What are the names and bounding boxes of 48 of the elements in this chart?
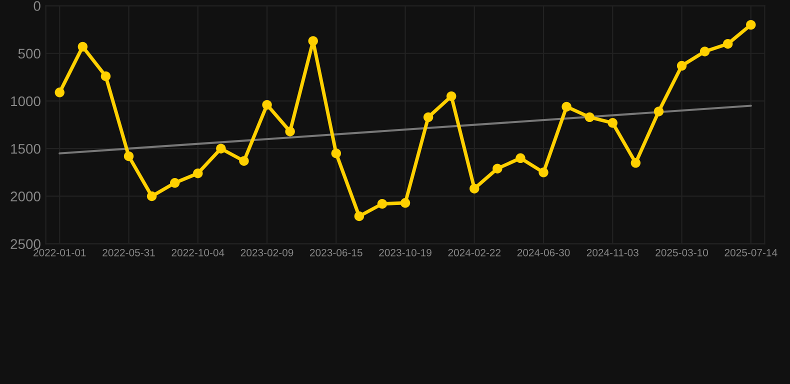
- x-tick-label: 2023-06-15: [310, 248, 362, 256]
- point: [54, 88, 65, 98]
- point: [584, 112, 594, 122]
- point: [331, 148, 342, 158]
- point: [285, 126, 295, 136]
- y-tick-label: 1000: [11, 96, 40, 106]
- point: [608, 118, 618, 128]
- point: [630, 158, 641, 168]
- point: [722, 38, 733, 49]
- point: [700, 46, 710, 56]
- y-tick-label: 2000: [10, 192, 40, 202]
- point: [538, 168, 548, 178]
- x-tick-label: 2025-03-10: [656, 248, 708, 256]
- point: [78, 42, 88, 52]
- x-tick-label: 2022-10-04: [172, 248, 224, 256]
- x-tick-label: 2024-06-30: [517, 248, 570, 256]
- x-tick-label: 2025-07-14: [724, 248, 778, 256]
- point: [423, 112, 434, 122]
- point: [170, 178, 180, 188]
- x-tick-label: 2023-10-19: [379, 248, 432, 256]
- point: [239, 156, 249, 166]
- point: [400, 198, 410, 208]
- x-tick-label: 2023-02-09: [240, 248, 294, 256]
- x-tick-label: 2024-11-03: [586, 248, 638, 256]
- y-tick-label: 0: [34, 1, 40, 11]
- point: [676, 60, 687, 71]
- point: [446, 91, 456, 102]
- point: [746, 20, 756, 30]
- point: [308, 36, 318, 46]
- point: [654, 106, 664, 116]
- point: [124, 151, 134, 162]
- point: [262, 100, 272, 110]
- point: [377, 198, 388, 209]
- point: [562, 102, 572, 112]
- point: [492, 164, 502, 174]
- y-tick-label: 500: [18, 48, 40, 59]
- x-tick-label: 2022-05-31: [102, 248, 155, 256]
- point: [470, 184, 480, 194]
- point: [193, 168, 203, 178]
- point: [354, 211, 364, 222]
- x-tick-label: 2024-02-22: [448, 248, 501, 256]
- y-tick-label: 1500: [11, 144, 40, 154]
- point: [100, 71, 111, 82]
- y-tick-label: 2500: [10, 239, 40, 250]
- point: [516, 153, 526, 163]
- point: [216, 144, 226, 154]
- x-tick-label: 2022-01-01: [34, 248, 86, 256]
- point: [146, 191, 157, 202]
